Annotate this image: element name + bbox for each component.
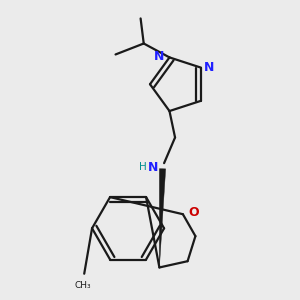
Text: O: O bbox=[188, 206, 199, 219]
Text: H: H bbox=[139, 162, 147, 172]
Polygon shape bbox=[159, 169, 166, 268]
Text: N: N bbox=[154, 50, 164, 63]
Text: CH₃: CH₃ bbox=[74, 280, 91, 290]
Text: N: N bbox=[204, 61, 214, 74]
Text: N: N bbox=[148, 161, 158, 174]
